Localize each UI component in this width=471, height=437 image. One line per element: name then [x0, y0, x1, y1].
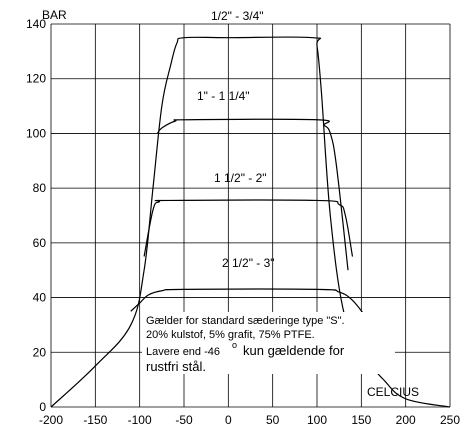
y-tick-label: 80	[33, 181, 47, 195]
y-tick-label: 0	[39, 400, 46, 414]
y-tick-label: 60	[33, 236, 47, 250]
annotation-line-2: 20% kulstof, 5% grafit, 75% PTFE.	[146, 329, 315, 341]
annotation-line-3-suffix: kun gældende for	[243, 343, 345, 358]
x-tick-label: 200	[396, 413, 416, 427]
annotation-line-1: Gælder for standard sæderinge type "S".	[146, 315, 345, 327]
series-label-1-1-1-4: 1" - 1 1/4"	[197, 89, 250, 103]
x-axis-title: CELCIUS	[367, 385, 419, 399]
annotation-box	[142, 312, 395, 374]
x-tick-label: 150	[351, 413, 371, 427]
series-label-1-2-3-4: 1/2" - 3/4"	[211, 9, 264, 23]
series-line-1	[156, 118, 349, 271]
series-line-3	[130, 288, 367, 318]
y-tick-label: 140	[26, 17, 46, 31]
y-tick-label: 120	[26, 72, 46, 86]
x-tick-label: -150	[83, 413, 107, 427]
x-tick-label: -100	[128, 413, 152, 427]
annotation-line-4: rustfri stål.	[146, 359, 206, 374]
x-tick-label: 50	[266, 413, 280, 427]
x-tick-label: -200	[39, 413, 63, 427]
y-axis-title: BAR	[42, 8, 67, 22]
series-label-2-1-2-3: 2 1/2" - 3"	[222, 256, 275, 270]
y-tick-label: 100	[26, 126, 46, 140]
tick-layer: -200 -150 -100 -50 0 50 100 150 200 250 0 20 40 60 80 1…	[26, 17, 460, 427]
x-tick-label: -50	[175, 413, 193, 427]
x-tick-label: 100	[307, 413, 327, 427]
y-tick-label: 40	[33, 291, 47, 305]
annotation-degree-sign: o	[232, 340, 237, 350]
grid-layer	[50, 23, 451, 408]
y-tick-label: 20	[33, 345, 47, 359]
series-line-2	[143, 199, 354, 257]
x-tick-label: 250	[440, 413, 460, 427]
x-tick-label: 0	[225, 413, 232, 427]
annotation-line-3-prefix: Lavere end -46	[146, 346, 220, 358]
series-label-1-1-2-2: 1 1/2" - 2"	[214, 171, 267, 185]
